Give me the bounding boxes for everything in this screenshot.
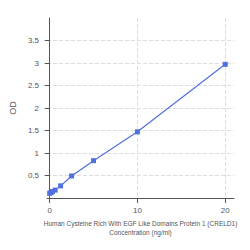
svg-text:Concentration (ng/ml): Concentration (ng/ml) — [109, 229, 172, 237]
svg-text:Human Cysteine Rich With EGF L: Human Cysteine Rich With EGF Like Domain… — [44, 220, 238, 228]
svg-text:OD: OD — [8, 101, 18, 115]
svg-text:1: 1 — [35, 149, 40, 158]
svg-text:3: 3 — [35, 59, 40, 68]
svg-text:0: 0 — [47, 206, 52, 215]
svg-text:2: 2 — [35, 104, 40, 113]
svg-text:0.5: 0.5 — [28, 171, 40, 180]
svg-text:10: 10 — [133, 206, 142, 215]
svg-text:3.5: 3.5 — [28, 36, 40, 45]
svg-text:2.5: 2.5 — [28, 81, 40, 90]
svg-text:20: 20 — [221, 206, 230, 215]
svg-text:1.5: 1.5 — [28, 126, 40, 135]
